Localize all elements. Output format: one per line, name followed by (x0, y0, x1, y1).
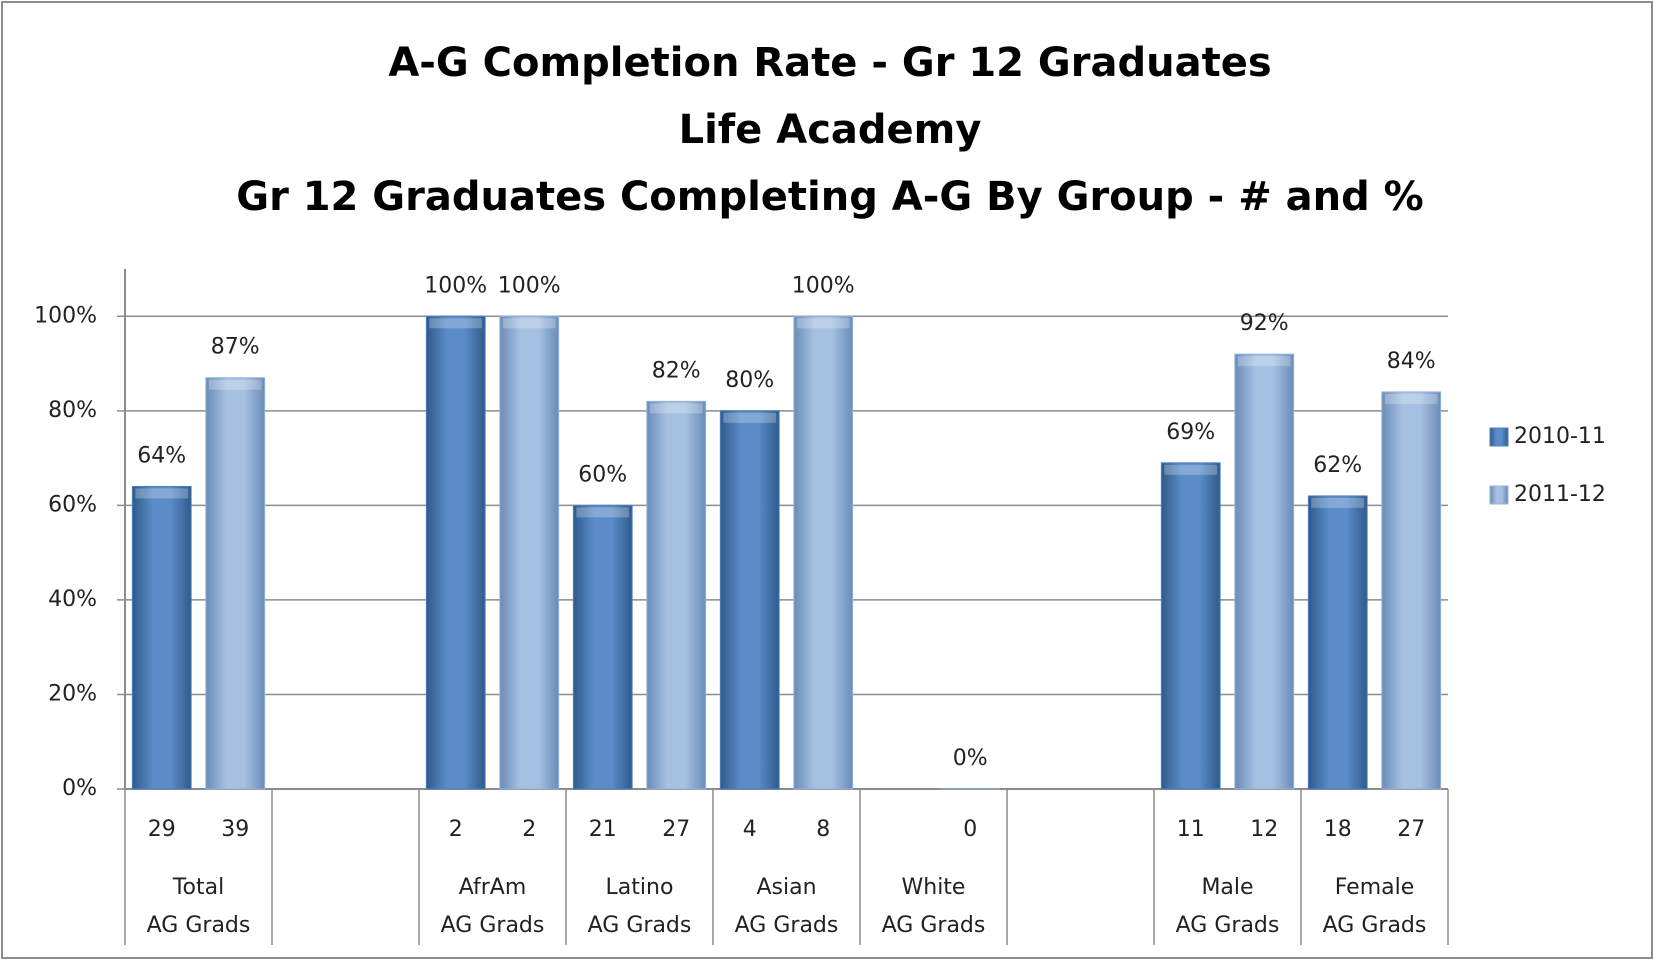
chart-title: A-G Completion Rate - Gr 12 Graduates (388, 40, 1271, 86)
bar-cap (723, 412, 777, 423)
bar (1381, 391, 1442, 790)
legend-label: 2011-12 (1514, 482, 1606, 507)
bar-cap (1237, 356, 1291, 367)
count-label: 8 (816, 817, 830, 842)
bar-cap (135, 488, 189, 499)
x-tick-label: Female (1335, 875, 1415, 900)
y-tick-label: 0% (62, 776, 97, 801)
y-tick-label: 60% (48, 492, 97, 517)
legend-label: 2010-11 (1514, 424, 1606, 449)
x-tick-label: Latino (606, 875, 674, 900)
count-label: 39 (221, 817, 249, 842)
legend-swatch (1489, 485, 1509, 505)
data-label: 100% (498, 273, 561, 298)
bar (1160, 462, 1221, 790)
bar (1307, 495, 1368, 790)
bar (572, 504, 633, 790)
y-tick-label: 80% (48, 398, 97, 423)
data-label: 80% (725, 368, 774, 393)
data-label: 100% (424, 273, 487, 298)
bar-cap (502, 318, 556, 329)
count-label: 27 (662, 817, 690, 842)
bar-cap (1164, 464, 1218, 475)
bar (499, 315, 560, 790)
bar-cap (1384, 393, 1438, 404)
count-label: 2 (449, 817, 463, 842)
data-label: 0% (953, 746, 988, 771)
count-label: 29 (148, 817, 176, 842)
x-tick-label: AG Grads (588, 913, 692, 938)
count-label: 27 (1397, 817, 1425, 842)
x-tick-label: Male (1201, 875, 1253, 900)
x-tick-label: AG Grads (1176, 913, 1280, 938)
bar (793, 315, 854, 790)
data-label: 84% (1387, 349, 1436, 374)
x-tick-label: AfrAm (459, 875, 527, 900)
data-label: 60% (578, 462, 627, 487)
x-tick-label: Asian (756, 875, 816, 900)
count-label: 4 (743, 817, 757, 842)
bar-cap (649, 403, 703, 414)
count-label: 2 (522, 817, 536, 842)
count-label: 11 (1177, 817, 1205, 842)
y-tick-label: 20% (48, 681, 97, 706)
count-label: 21 (589, 817, 617, 842)
x-tick-label: AG Grads (735, 913, 839, 938)
bar (205, 377, 266, 790)
x-tick-label: AG Grads (147, 913, 251, 938)
legend-swatch (1489, 427, 1509, 447)
x-tick-label: AG Grads (1323, 913, 1427, 938)
chart-title: Gr 12 Graduates Completing A-G By Group … (236, 174, 1424, 220)
data-label: 92% (1240, 311, 1289, 336)
y-tick-label: 100% (34, 303, 97, 328)
bar-cap (208, 379, 262, 390)
bar-cap (1311, 497, 1365, 508)
x-tick-label: Total (172, 875, 224, 900)
x-tick-label: White (902, 875, 966, 900)
y-tick-label: 40% (48, 587, 97, 612)
bar (425, 315, 486, 790)
count-label: 0 (963, 817, 977, 842)
data-label: 100% (792, 273, 855, 298)
bar-cap (576, 507, 630, 518)
bar (131, 485, 192, 790)
data-label: 62% (1313, 453, 1362, 478)
bar (1234, 353, 1295, 790)
x-tick-label: AG Grads (441, 913, 545, 938)
x-tick-label: AG Grads (882, 913, 986, 938)
chart-title: Life Academy (679, 107, 982, 153)
count-label: 12 (1250, 817, 1278, 842)
bar (719, 410, 780, 790)
bar (646, 400, 707, 790)
data-label: 87% (211, 335, 260, 360)
data-label: 82% (652, 358, 701, 383)
bar-cap (429, 318, 483, 329)
data-label: 64% (137, 443, 186, 468)
count-label: 18 (1324, 817, 1352, 842)
data-label: 69% (1166, 420, 1215, 445)
bar-cap (796, 318, 850, 329)
